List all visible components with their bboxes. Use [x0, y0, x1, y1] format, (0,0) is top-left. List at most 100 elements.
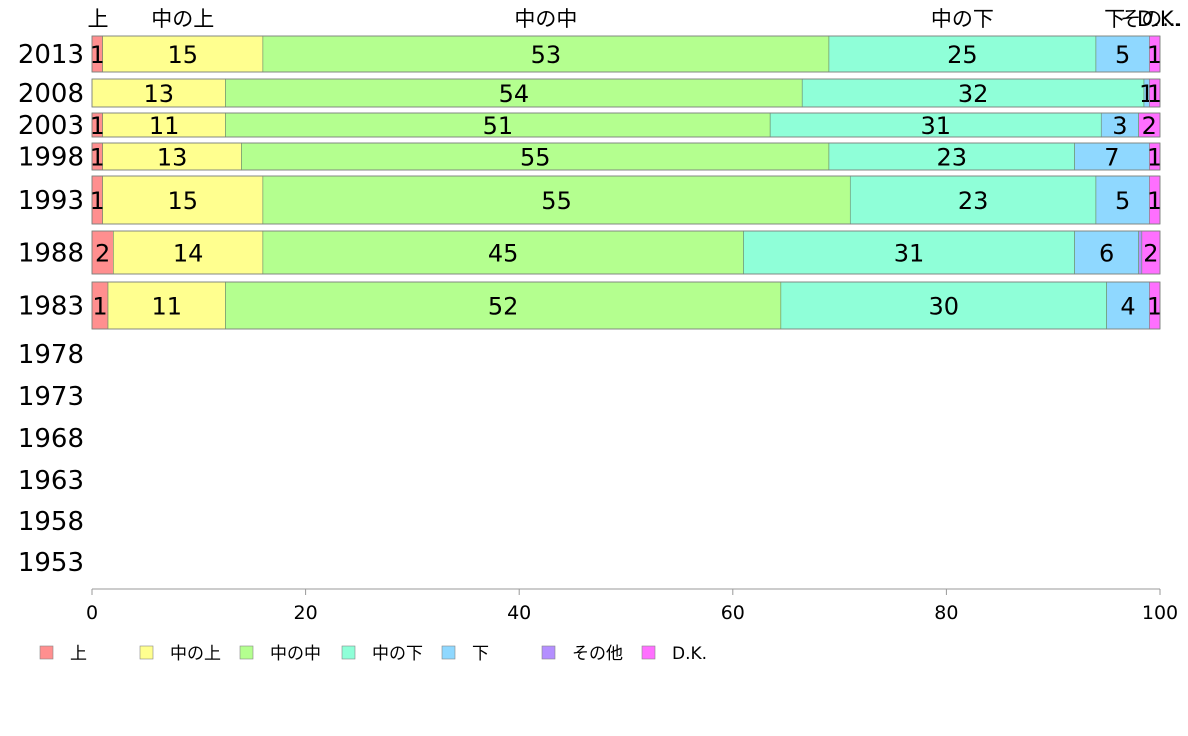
legend-label: D.K. — [672, 644, 707, 664]
segment-value-label: 23 — [936, 144, 967, 172]
segment-value-label: 1 — [1147, 293, 1162, 321]
header-label: 中の下 — [931, 7, 994, 31]
x-tick-label: 100 — [1142, 602, 1178, 624]
segment-value-label: 23 — [958, 187, 989, 215]
segment-value-label: 5 — [1115, 41, 1130, 69]
segment-value-label: 54 — [499, 80, 530, 108]
legend-swatch — [441, 645, 456, 660]
segment-value-label: 1 — [90, 187, 105, 215]
segment-value-label: 1 — [1147, 41, 1162, 69]
bar-segment — [1074, 142, 1150, 171]
bar-outline — [91, 230, 1161, 275]
segment-value-label: 55 — [541, 187, 572, 215]
x-tick-label: 20 — [294, 602, 318, 624]
year-label: 2003 — [18, 111, 84, 141]
year-label: 1973 — [18, 382, 84, 412]
x-tick-label: 80 — [934, 602, 958, 624]
segment-value-label: 53 — [531, 41, 562, 69]
year-label: 1993 — [18, 186, 84, 216]
segment-value-label: 6 — [1099, 240, 1114, 268]
legend-swatch — [641, 645, 656, 660]
segment-value-label: 4 — [1120, 293, 1135, 321]
segment-value-label: 1 — [1147, 80, 1162, 108]
legend-swatch — [341, 645, 356, 660]
year-label: 1963 — [18, 466, 84, 496]
legend-label: 下 — [472, 644, 489, 664]
header-label: 上 — [88, 7, 109, 31]
year-label: 1958 — [18, 507, 84, 537]
bar-segment — [828, 35, 1097, 73]
legend-label: その他 — [572, 644, 623, 664]
x-tick-label: 60 — [721, 602, 745, 624]
category-header-labels: 上 中の上 中の中 中の下 下その...D.K. — [88, 7, 1183, 31]
bars-group: 1 15 53 25 5 113 54 32 111 11 51 31 3 21 13 55 23 7 11 15 55… — [90, 35, 1162, 330]
year-label: 1953 — [18, 548, 84, 578]
segment-value-label: 51 — [483, 112, 514, 140]
bar-segment — [102, 175, 264, 225]
segment-value-label: 1 — [90, 144, 105, 172]
year-label: 2008 — [18, 79, 84, 109]
bar-segment — [1095, 175, 1150, 225]
legend-label: 中の上 — [170, 644, 221, 664]
bar-outline — [91, 142, 1161, 171]
bar-outline — [91, 35, 1161, 73]
x-tick-label: 40 — [507, 602, 531, 624]
segment-value-label: 1 — [1147, 187, 1162, 215]
legend: 上 中の上 中の中 中の下 下 その他 D.K. — [39, 644, 707, 664]
x-axis: 0 20 40 60 80 100 — [86, 588, 1178, 624]
year-label: 2013 — [18, 40, 84, 70]
segment-value-label: 1 — [92, 293, 107, 321]
year-label: 1983 — [18, 292, 84, 322]
bar-outline — [91, 112, 1161, 138]
bar-segment — [262, 175, 851, 225]
segment-value-label: 14 — [173, 240, 204, 268]
segment-value-label: 1 — [1147, 144, 1162, 172]
header-label: 中の上 — [151, 7, 214, 31]
year-label: 1988 — [18, 239, 84, 269]
legend-swatch — [139, 645, 154, 660]
bar-outline — [91, 175, 1161, 225]
segment-value-label: 45 — [488, 240, 519, 268]
x-tick-label: 0 — [86, 602, 98, 624]
bar-segment — [102, 112, 226, 138]
bar-segment — [102, 35, 264, 73]
bar-segment — [1138, 230, 1143, 275]
bar-segment — [769, 112, 1102, 138]
bar-outline — [91, 78, 1161, 108]
header-label: D.K. — [1137, 7, 1180, 31]
bar-segment — [225, 112, 771, 138]
bar-segment — [801, 78, 1145, 108]
segment-value-label: 32 — [958, 80, 989, 108]
bar-segment — [262, 35, 830, 73]
segment-value-label: 15 — [168, 187, 199, 215]
legend-label: 中の中 — [270, 644, 321, 664]
bar-segment — [849, 175, 1097, 225]
header-label: その... — [1120, 7, 1182, 31]
segment-value-label: 30 — [928, 293, 959, 321]
segment-value-label: 5 — [1115, 187, 1130, 215]
header-label: 中の中 — [514, 7, 577, 31]
year-label: 1978 — [18, 340, 84, 370]
legend-swatch — [239, 645, 254, 660]
segment-value-label: 31 — [920, 112, 951, 140]
segment-value-label: 7 — [1104, 144, 1119, 172]
segment-value-label: 3 — [1112, 112, 1127, 140]
segment-value-label: 2 — [1142, 112, 1157, 140]
segment-value-label: 31 — [894, 240, 925, 268]
legend-label: 上 — [70, 644, 87, 664]
segment-value-label: 2 — [95, 240, 110, 268]
bar-segment — [780, 281, 1107, 330]
segment-value-label: 1 — [90, 41, 105, 69]
segment-value-label: 1 — [90, 112, 105, 140]
bar-segment — [225, 281, 782, 330]
segment-value-label: 13 — [143, 80, 174, 108]
bar-outline — [91, 281, 1161, 330]
legend-swatch — [39, 645, 54, 660]
legend-swatch — [541, 645, 556, 660]
year-label: 1968 — [18, 424, 84, 454]
segment-value-label: 15 — [168, 41, 199, 69]
header-label: 下 — [1104, 7, 1125, 31]
segment-value-label: 2 — [1143, 240, 1158, 268]
